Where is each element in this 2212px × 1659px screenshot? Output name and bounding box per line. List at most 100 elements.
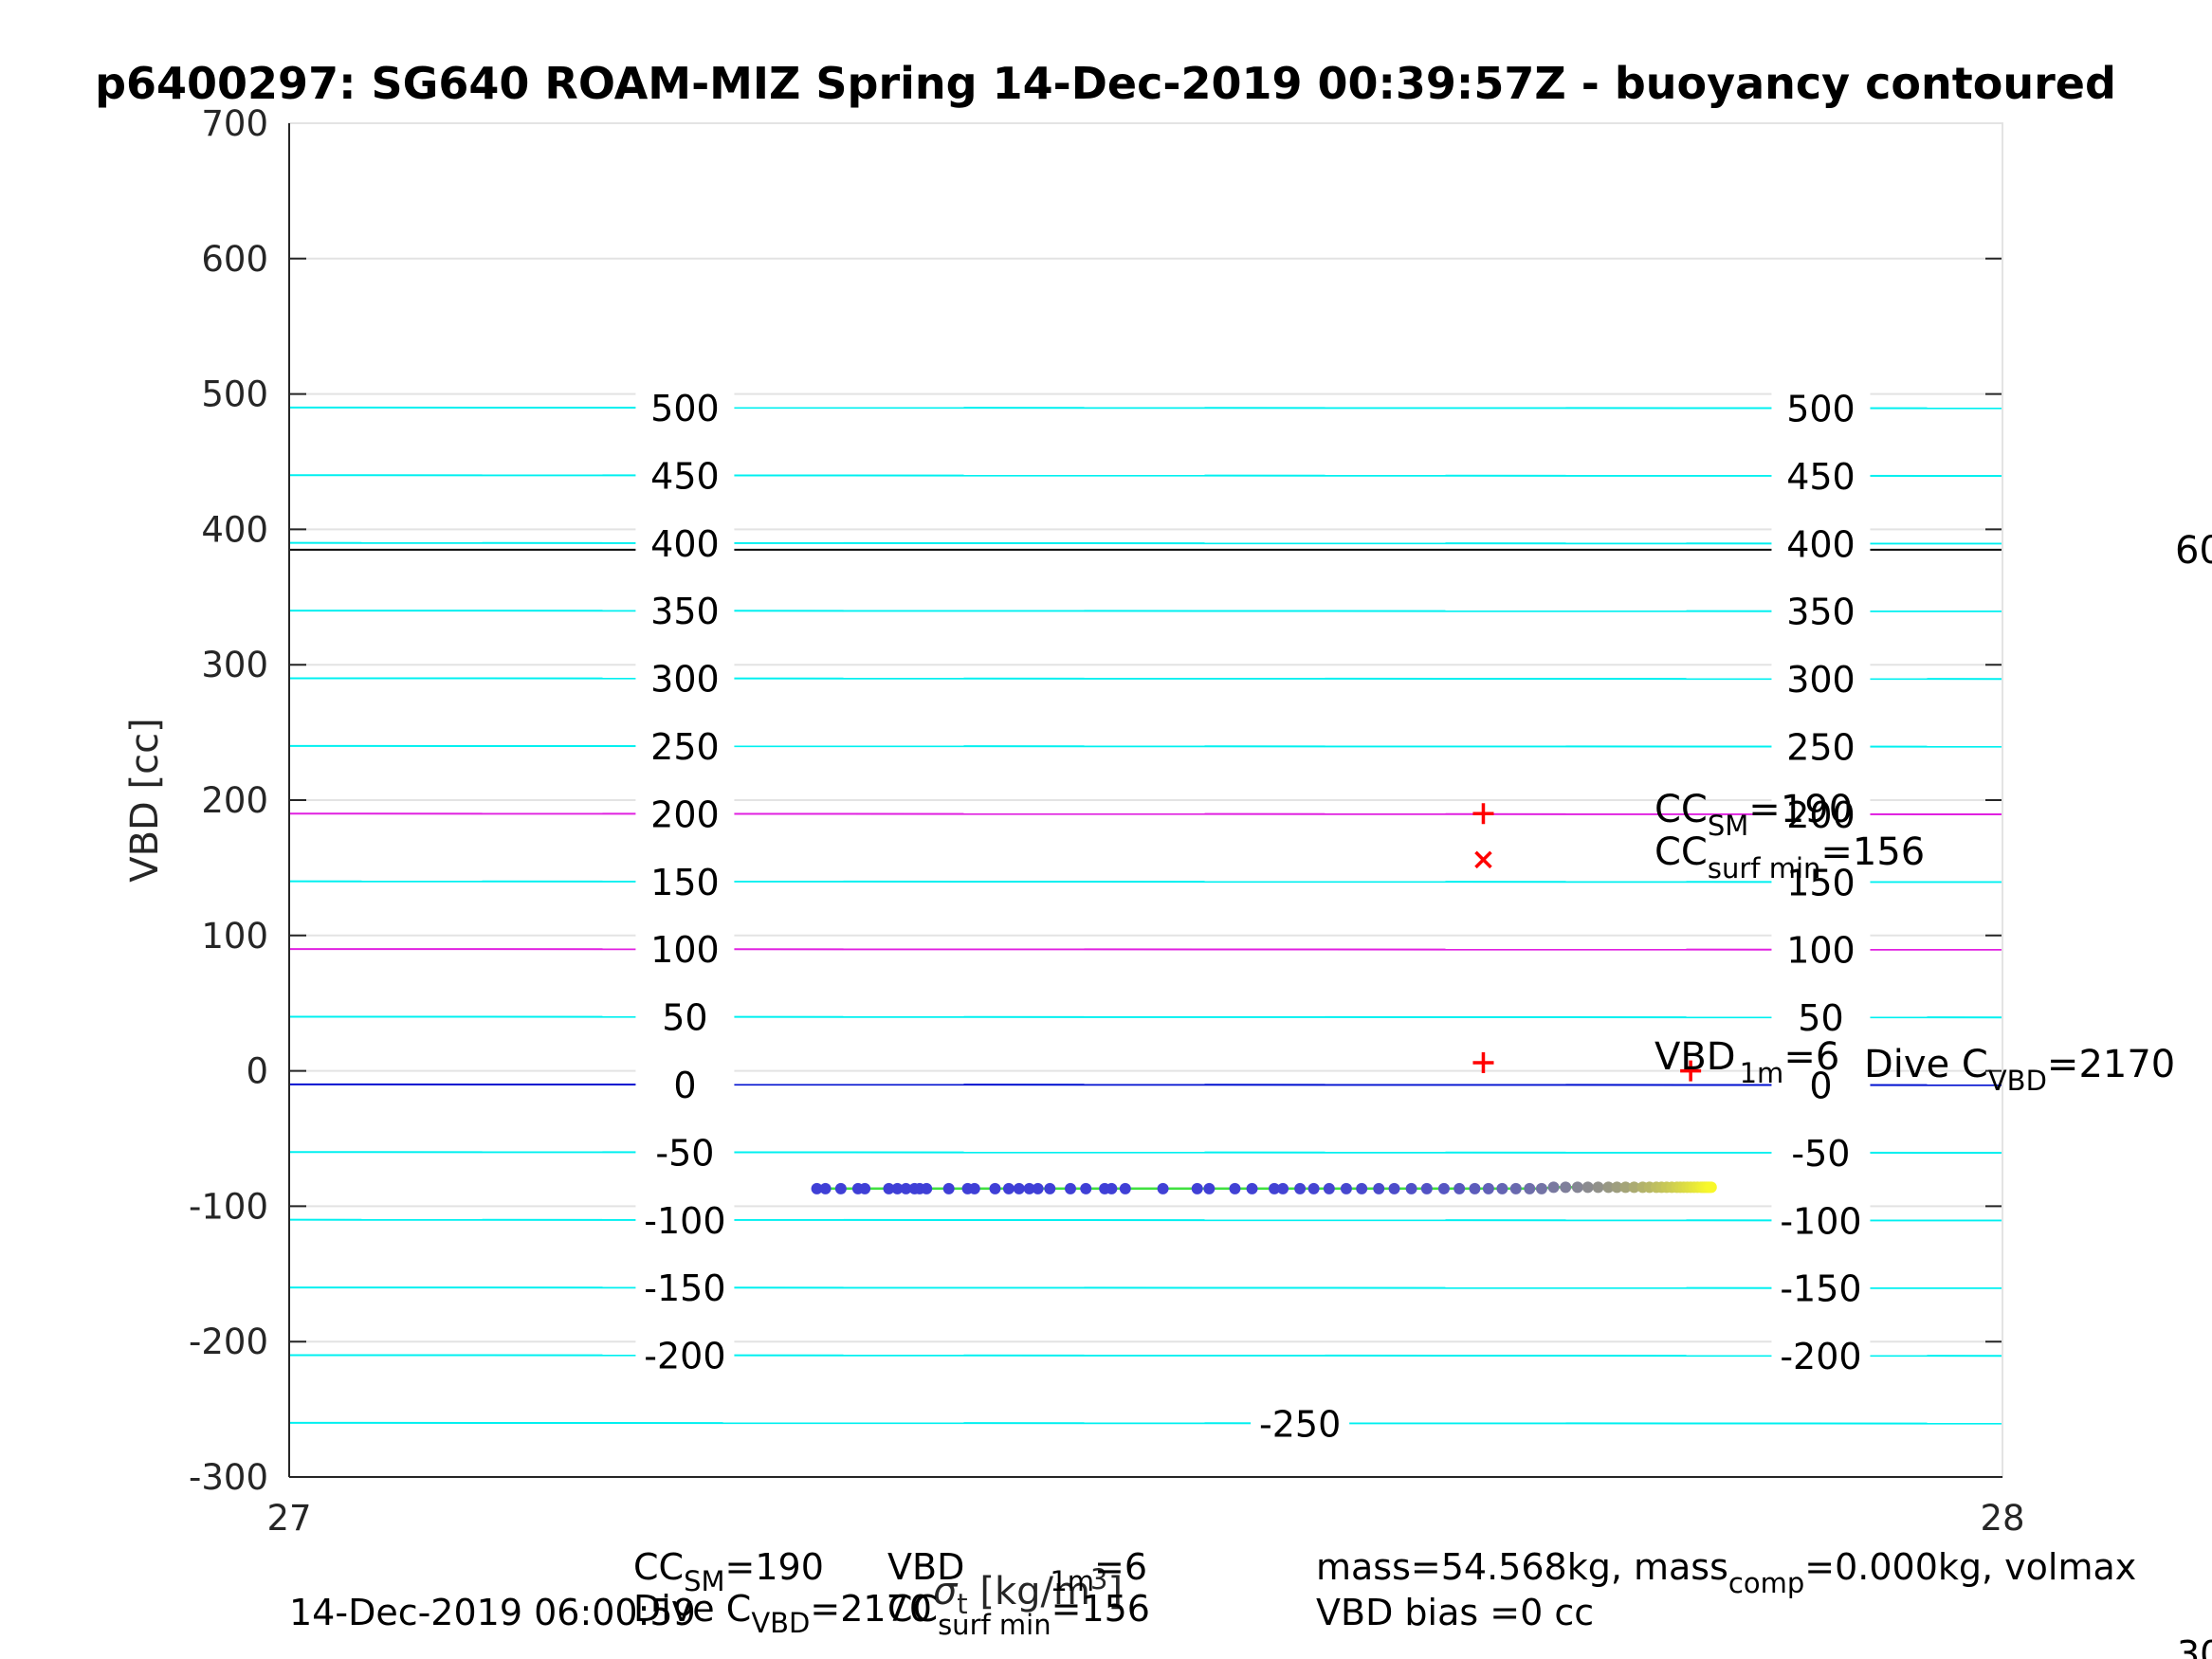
footer-dive-c-base: Dive C (633, 1588, 751, 1630)
contour-label: 100 (1786, 930, 1856, 972)
data-point (1246, 1182, 1258, 1194)
data-point (1294, 1182, 1307, 1194)
contour-label: 200 (650, 793, 720, 835)
data-point (1203, 1182, 1216, 1194)
contour-label: 150 (1786, 862, 1856, 903)
contour-label: 500 (1786, 389, 1856, 430)
contour-line (288, 948, 2003, 951)
data-point (1269, 1182, 1281, 1194)
contour-label-bg (635, 454, 735, 497)
annotation-cc-sm: CCSM=190 (1654, 788, 1853, 842)
data-point (1571, 1181, 1583, 1194)
contour-label-bg (1251, 1402, 1350, 1445)
data-point (942, 1182, 955, 1194)
x-axis-label-sub: t (957, 1588, 967, 1620)
data-point (1453, 1182, 1466, 1194)
data-point (819, 1182, 832, 1194)
contour-label-bg (1771, 1131, 1871, 1174)
x-tick-labels: 27 28 (266, 1498, 2024, 1539)
data-point (1340, 1182, 1352, 1194)
data-point (1032, 1182, 1044, 1194)
markers (1472, 803, 1702, 1082)
marker-plus (1472, 803, 1494, 825)
data-point (1002, 1182, 1015, 1194)
contour-label: -100 (644, 1200, 725, 1242)
contour-label: -50 (1791, 1133, 1850, 1175)
footer-edge-label: 30 (2177, 1633, 2212, 1659)
contour-label: 350 (650, 591, 720, 632)
contour-label: 50 (1798, 997, 1843, 1039)
contour-label: 100 (650, 929, 720, 971)
contour-line (288, 406, 2003, 410)
grid-lines (289, 257, 2002, 1343)
contour-label: 50 (662, 997, 707, 1039)
contour-label-bg (1771, 590, 1871, 632)
footer-mass-sub: comp (1728, 1567, 1804, 1599)
reference-line: 60 (289, 529, 2212, 573)
x-axis-label-close: ] (1107, 1570, 1123, 1613)
contour-label-bg (635, 1131, 735, 1174)
contour-label-bg (635, 1064, 735, 1106)
contour-label-bg (1771, 996, 1871, 1039)
contour-line (288, 1354, 2003, 1358)
data-point (1229, 1182, 1241, 1194)
footer-cc-sm: CCSM=190 (633, 1546, 824, 1597)
y-tick-label: 600 (201, 239, 268, 280)
contour-label-bg (635, 995, 735, 1038)
axes (288, 122, 2003, 1478)
footer-mass: mass=54.568kg, masscomp=0.000kg, volmax (1316, 1546, 2136, 1599)
x-axis-label-sup: 3 (1090, 1563, 1107, 1595)
annotation-dive-c-value: =2170 (2047, 1043, 2175, 1086)
data-point (1080, 1182, 1092, 1194)
data-point (1307, 1182, 1320, 1194)
contour-label-bg (635, 725, 735, 768)
footer-mass-text: mass=54.568kg, mass (1316, 1546, 1728, 1588)
contour-label-bg (1771, 1199, 1871, 1242)
contour-label: -200 (644, 1336, 725, 1377)
y-tick-label: 200 (201, 780, 268, 821)
contour-label-bg (1771, 454, 1871, 497)
contour-line (288, 1286, 2003, 1289)
data-point (1482, 1182, 1494, 1194)
data-point (1323, 1182, 1335, 1194)
data-point (1437, 1182, 1450, 1194)
x-tick-label: 28 (1980, 1498, 2024, 1539)
footer-cc-surf-sub: surf min (938, 1609, 1051, 1641)
footer-vbd-1m-sub: 1m (1050, 1565, 1094, 1597)
annotation-dive-c-vbd: Dive CVBD=2170 (1864, 1043, 2175, 1097)
contour-label-bg (635, 521, 735, 564)
annotation-vbd-1m-value: =6 (1783, 1035, 1839, 1079)
contour-label-bg (635, 657, 735, 700)
annotation-vbd-1m: VBD 1m=6 (1654, 1035, 1839, 1089)
data-point (1469, 1182, 1481, 1194)
data-point (1388, 1182, 1400, 1194)
contour-line (288, 474, 2003, 478)
footer-vbd-bias: VBD bias =0 cc (1316, 1592, 1594, 1633)
data-point (811, 1182, 823, 1194)
contour-label: 500 (650, 388, 720, 429)
y-tick-label: 700 (201, 103, 268, 144)
data-point (1611, 1181, 1623, 1194)
data-point (921, 1182, 933, 1194)
contour-label-bg (635, 928, 735, 971)
marker-cross (1474, 850, 1492, 869)
contour-label-bg (1771, 1335, 1871, 1377)
annotation-dive-c-sub: VBD (1988, 1065, 2047, 1097)
data-point (1044, 1182, 1056, 1194)
contour-line (288, 1015, 2003, 1019)
contour-line (288, 541, 2003, 545)
contour-line (288, 1421, 2003, 1425)
data-point (883, 1182, 895, 1194)
annotation-cc-surf-value: =156 (1820, 830, 1925, 874)
contour-label: 300 (1786, 659, 1856, 701)
contour-line (288, 1218, 2003, 1222)
contour-label-bg (1771, 1267, 1871, 1309)
data-point (1191, 1182, 1203, 1194)
footer-vbd-1m: VBD 1m=6 (887, 1546, 1147, 1597)
contour-label: 300 (650, 659, 720, 701)
footer-mass-rest: =0.000kg, volmax (1804, 1546, 2136, 1588)
data-point (1547, 1181, 1560, 1194)
y-axis-label: VBD [cc] (123, 718, 167, 883)
contour-label: -200 (1780, 1336, 1861, 1377)
